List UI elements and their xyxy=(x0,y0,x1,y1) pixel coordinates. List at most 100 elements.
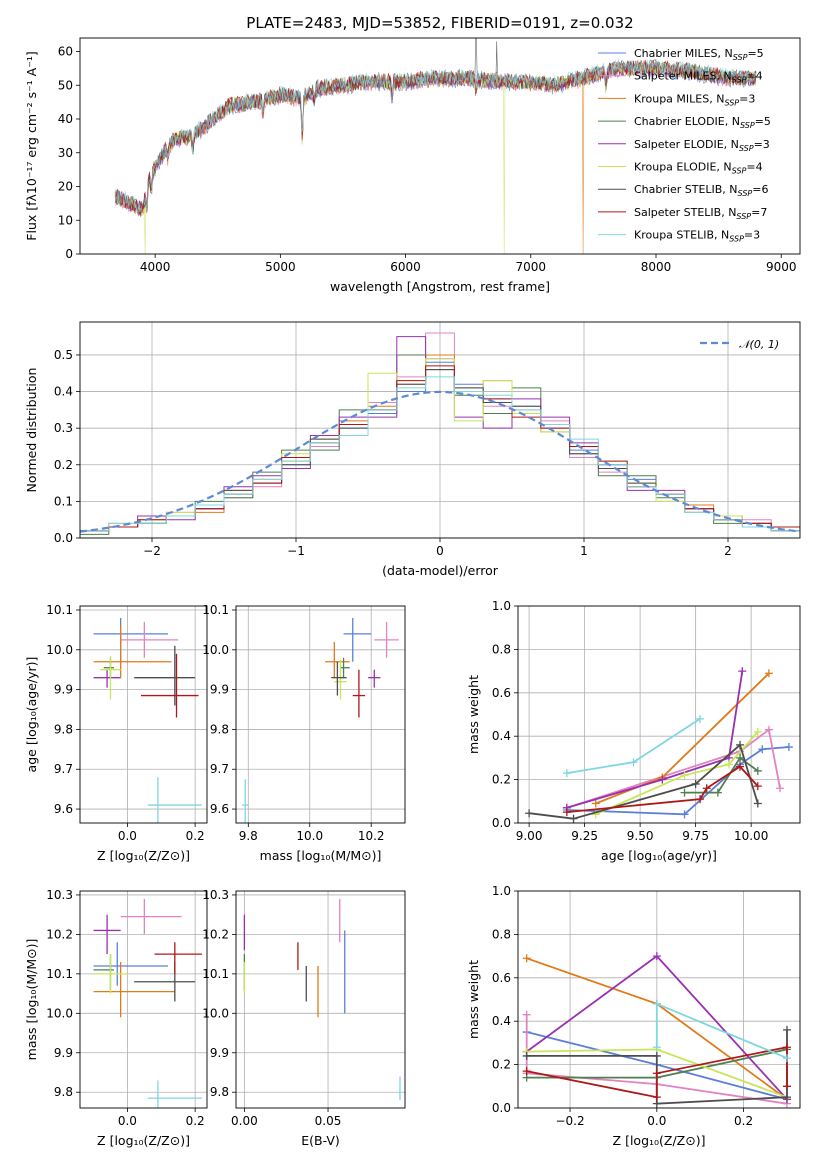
data-point xyxy=(374,621,399,658)
ticks: −0.2 0.0 0.2 0.0 0.2 0.4 0.6 0.8 1.0 xyxy=(492,884,753,1128)
x-tick-label: 0.2 xyxy=(186,1114,205,1128)
plus-marker xyxy=(784,743,793,752)
legend-count: =3 xyxy=(744,229,760,242)
y-axis-label: age [log₁₀(age/yr)] xyxy=(24,657,39,773)
y-tick-label: 10.0 xyxy=(202,643,229,657)
panel-spectrum: 4000 5000 6000 7000 8000 9000 0 10 20 30 40 50 60 wav… xyxy=(24,37,801,294)
ticks: 9.00 9.25 9.50 9.75 10.00 0.0 0.2 0.4 0.6 0.8 1.0 xyxy=(492,599,768,843)
y-tick-label: 9.9 xyxy=(210,1046,229,1060)
axes-frame xyxy=(79,321,801,539)
panel-mass-vs-Z: 0.0 0.2 9.8 9.9 10.0 10.1 10.2 10.3 Z [log₁₀(Z/Z… xyxy=(24,888,208,1148)
legend-text: Kroupa ELODIE, N xyxy=(634,161,732,174)
weight-line xyxy=(595,731,759,816)
y-tick-label: 9.6 xyxy=(210,802,229,816)
legend-text: Salpeter MILES, N xyxy=(634,70,732,83)
plus-marker xyxy=(782,1043,791,1052)
y-tick-label: 9.8 xyxy=(54,1085,73,1099)
y-tick-label: 1.0 xyxy=(492,884,511,898)
legend-text: Salpeter ELODIE, N xyxy=(634,138,739,151)
x-tick-label: 10.0 xyxy=(296,829,323,843)
legend-subscript: SSP xyxy=(732,76,747,85)
legend-text: Chabrier STELIB, N xyxy=(634,183,738,196)
weight-line xyxy=(566,670,744,809)
data-point xyxy=(93,669,121,688)
legend-subscript: SSP xyxy=(729,235,744,244)
y-tick-label: 9.9 xyxy=(54,1046,73,1060)
data-point xyxy=(334,659,347,700)
data-point xyxy=(147,1080,202,1108)
y-tick-label: 0 xyxy=(65,247,73,261)
data-point xyxy=(93,942,169,986)
data-point xyxy=(340,657,350,678)
plus-marker xyxy=(758,745,767,754)
legend-count: =5 xyxy=(755,115,771,128)
y-tick-label: 10.3 xyxy=(202,888,229,902)
y-tick-label: 9.8 xyxy=(210,722,229,736)
plus-marker xyxy=(702,784,711,793)
legend-text: Salpeter STELIB, N xyxy=(634,206,736,219)
spectrum-line xyxy=(114,58,757,213)
y-axis-label: mass weight xyxy=(466,960,481,1039)
data-point xyxy=(93,914,121,955)
x-tick-label: 7000 xyxy=(516,260,547,274)
x-tick-label: 5000 xyxy=(265,260,296,274)
x-axis-label: E(B-V) xyxy=(301,1133,340,1148)
plus-marker xyxy=(569,814,578,823)
panel-age-vs-Z: 0.0 0.2 9.6 9.7 9.8 9.9 10.0 10.1 Z [log₁₀(Z/Z⊙)… xyxy=(24,603,208,863)
x-tick-label: 9.75 xyxy=(682,829,709,843)
x-tick-label: 1 xyxy=(580,544,588,558)
y-tick-label: 9.9 xyxy=(54,683,73,697)
legend-text: Kroupa STELIB, N xyxy=(634,229,729,242)
y-tick-label: 10.1 xyxy=(46,603,73,617)
plus-marker xyxy=(753,782,762,791)
plus-marker xyxy=(736,762,745,771)
legend-subscript: SSP xyxy=(732,167,747,176)
panel-age-vs-mass: 9.8 10.0 10.2 9.6 9.7 9.8 9.9 10.0 10.1 mass [log… xyxy=(202,603,406,863)
y-tick-label: 40 xyxy=(58,112,73,126)
plus-marker xyxy=(522,1067,531,1076)
y-tick-label: 10.1 xyxy=(202,603,229,617)
y-tick-label: 0.2 xyxy=(492,1058,511,1072)
y-tick-label: 9.8 xyxy=(210,1085,229,1099)
plus-marker xyxy=(629,758,638,767)
plus-marker xyxy=(591,799,600,808)
plus-marker xyxy=(724,760,733,769)
legend-label: 𝒩(0, 1) xyxy=(739,338,779,351)
y-tick-label: 50 xyxy=(58,78,73,92)
data-point xyxy=(100,655,121,700)
data-point xyxy=(154,942,202,974)
plus-marker xyxy=(652,952,661,961)
y-tick-label: 0.1 xyxy=(54,494,73,508)
plus-marker xyxy=(691,779,700,788)
axes-frame xyxy=(235,605,406,824)
y-tick-label: 20 xyxy=(58,180,73,194)
data-point xyxy=(343,617,372,662)
plus-marker xyxy=(782,1093,791,1102)
legend-label: Salpeter STELIB, NSSP=7 xyxy=(634,206,767,221)
y-tick-label: 0.4 xyxy=(492,729,511,743)
legend-label: Chabrier ELODIE, NSSP=5 xyxy=(634,115,771,130)
y-tick-label: 0.8 xyxy=(492,927,511,941)
y-axis-label: Flux [fλ10⁻¹⁷ erg cm⁻² s⁻¹ A⁻¹] xyxy=(24,51,39,240)
legend-subscript: SSP xyxy=(724,98,739,107)
y-tick-label: 0.4 xyxy=(54,385,73,399)
x-axis-label: Z [log₁₀(Z/Z⊙)] xyxy=(613,1133,706,1148)
x-tick-label: 0.0 xyxy=(647,1114,666,1128)
y-tick-label: 0.0 xyxy=(492,1101,511,1115)
data-point xyxy=(331,661,347,696)
x-tick-label: 4000 xyxy=(140,260,171,274)
plus-marker xyxy=(713,788,722,797)
legend-subscript: SSP xyxy=(738,189,753,198)
plot-area xyxy=(236,606,405,823)
data-point xyxy=(368,669,381,688)
legend-count: =4 xyxy=(746,70,762,83)
plus-marker xyxy=(522,1051,531,1060)
y-tick-label: 10.0 xyxy=(202,1006,229,1020)
x-tick-label: 10.2 xyxy=(358,829,385,843)
data-point xyxy=(93,625,172,678)
x-tick-label: 9.00 xyxy=(516,829,543,843)
plus-marker xyxy=(525,809,534,818)
x-tick-label: 0 xyxy=(436,544,444,558)
x-axis-label: (data-model)/error xyxy=(382,563,499,578)
plus-marker xyxy=(696,714,705,723)
